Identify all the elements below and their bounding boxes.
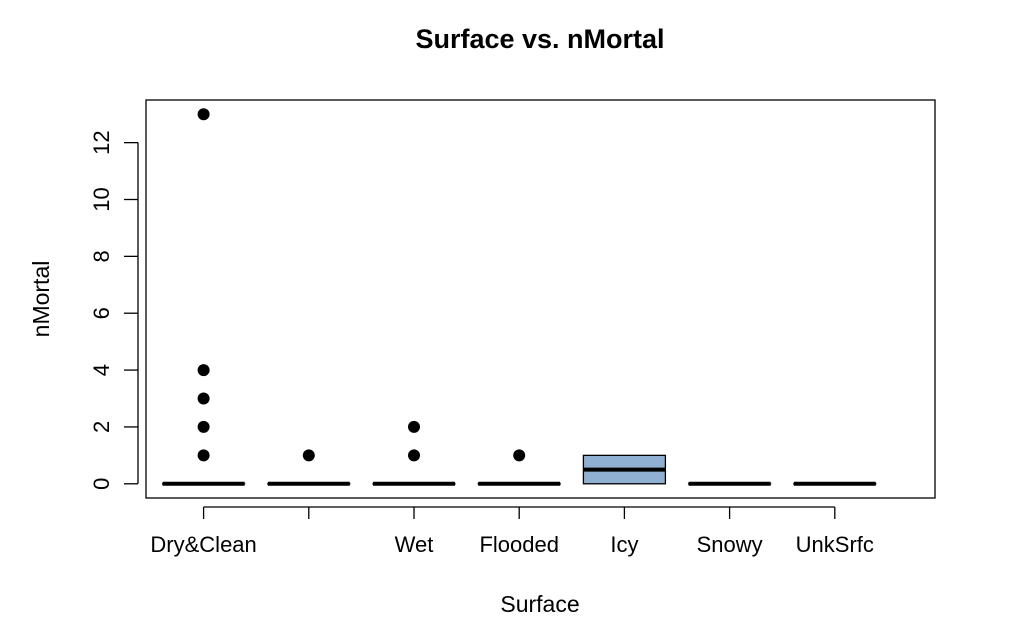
outlier-point xyxy=(197,392,210,405)
outlier-point xyxy=(408,449,420,462)
x-axis-label: Surface xyxy=(500,591,579,617)
outlier-point xyxy=(302,449,315,462)
box-blank xyxy=(267,449,351,486)
plot-frame xyxy=(145,99,936,499)
chart-title: Surface vs. nMortal xyxy=(415,24,664,54)
x-axis: Dry&Clean Wet Flooded Icy Snowy UnkSrfc xyxy=(150,506,874,557)
outlier-point xyxy=(197,420,210,433)
y-tick-label: 0 xyxy=(89,478,114,490)
outlier-point xyxy=(197,364,210,377)
boxes xyxy=(161,108,877,486)
x-tick-label: UnkSrfc xyxy=(796,532,874,557)
x-tick-label: Wet xyxy=(395,532,434,557)
box-Wet xyxy=(372,420,456,486)
outlier-point xyxy=(197,449,210,462)
outlier-point xyxy=(513,449,526,462)
y-tick-label: 12 xyxy=(89,130,114,154)
box-Dry&Clean xyxy=(161,108,246,486)
y-tick-label: 4 xyxy=(89,364,114,376)
y-tick-label: 6 xyxy=(89,307,114,319)
box-Icy xyxy=(582,454,667,485)
y-tick-label: 2 xyxy=(89,421,114,433)
outlier-point xyxy=(408,420,420,433)
box-Flooded xyxy=(477,449,561,486)
outlier-point xyxy=(197,108,210,121)
y-axis: 0 2 4 6 8 10 12 xyxy=(89,130,139,490)
x-tick-label: Icy xyxy=(610,532,638,557)
x-tick-label: Snowy xyxy=(697,532,763,557)
y-tick-label: 8 xyxy=(89,250,114,262)
x-tick-label: Flooded xyxy=(479,532,559,557)
y-axis-label: nMortal xyxy=(28,261,54,338)
x-tick-label: Dry&Clean xyxy=(150,532,256,557)
y-tick-label: 10 xyxy=(89,187,114,211)
